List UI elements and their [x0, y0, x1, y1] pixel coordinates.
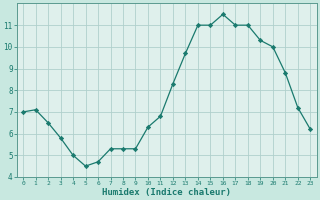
X-axis label: Humidex (Indice chaleur): Humidex (Indice chaleur) [102, 188, 231, 197]
